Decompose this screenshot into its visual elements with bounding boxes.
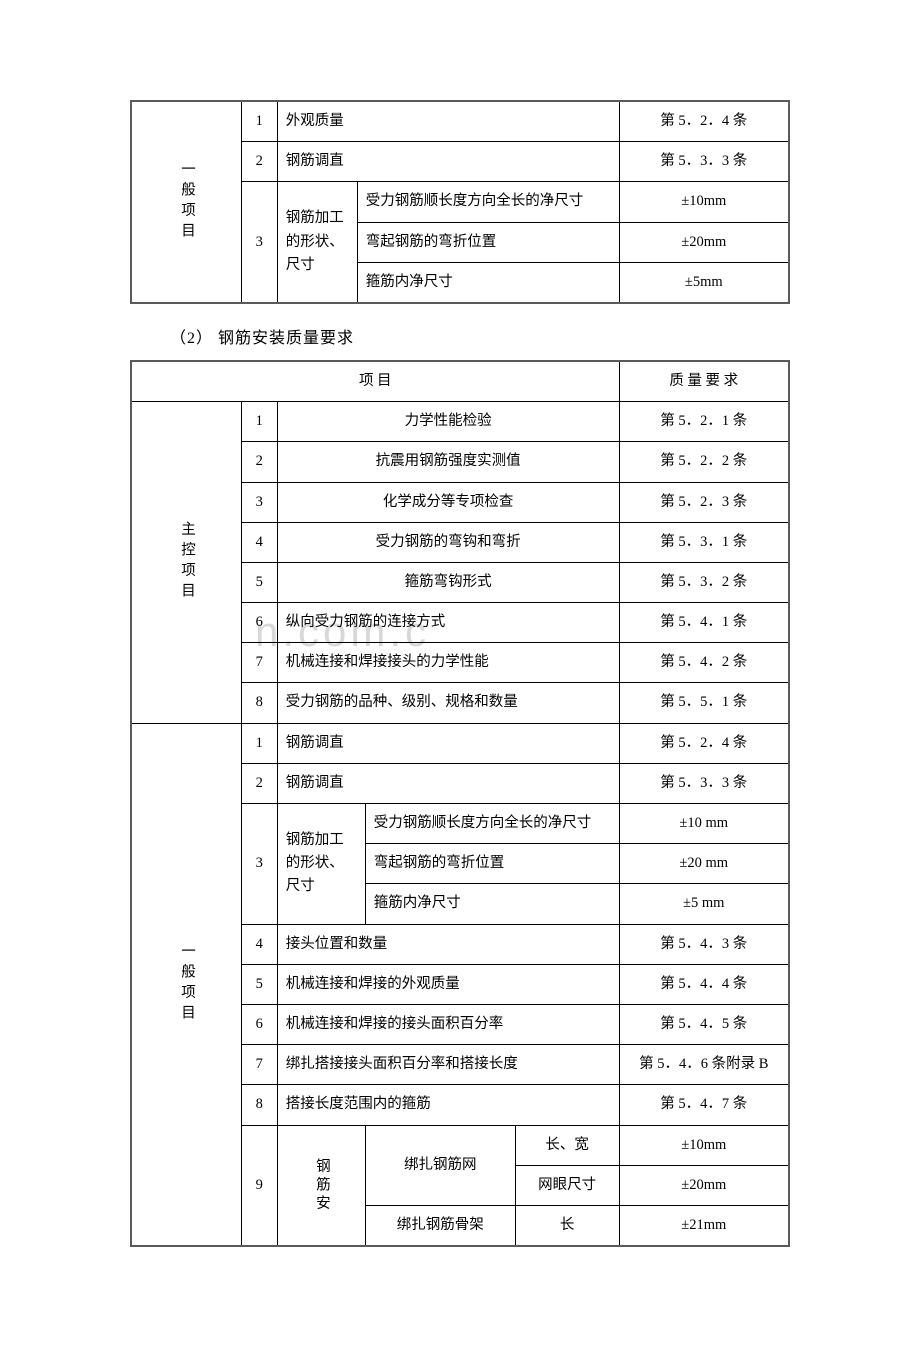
num-cell: 9 — [241, 1125, 277, 1246]
item-cell: 长 — [515, 1205, 619, 1246]
num-cell: 1 — [241, 723, 277, 763]
num-cell: 8 — [241, 1085, 277, 1125]
num-cell: 8 — [241, 683, 277, 723]
req-cell: ±20 mm — [619, 844, 789, 884]
item-cell: 力学性能检验 — [277, 402, 619, 442]
item-cell: 外观质量 — [277, 101, 619, 142]
item-cell: 机械连接和焊接的外观质量 — [277, 964, 619, 1004]
num-cell: 5 — [241, 964, 277, 1004]
table-row: 主控项目 1 力学性能检验 第 5．2．1 条 — [131, 402, 789, 442]
header-req: 质 量 要 求 — [619, 361, 789, 402]
req-cell: ±5 mm — [619, 884, 789, 924]
group-cell: 钢筋加工的形状、尺寸 — [277, 182, 357, 303]
item-cell: 钢筋调直 — [277, 142, 619, 182]
item-cell: 受力钢筋的弯钩和弯折 — [277, 522, 619, 562]
table-row: 一般项目 1 钢筋调直 第 5．2．4 条 — [131, 723, 789, 763]
item-cell: 钢筋调直 — [277, 723, 619, 763]
caption-2: （2） 钢筋安装质量要求 — [170, 324, 790, 348]
req-cell: ±20mm — [619, 1165, 789, 1205]
category-cell: 一般项目 — [131, 101, 241, 303]
num-cell: 2 — [241, 442, 277, 482]
table-2: 项 目 质 量 要 求 主控项目 1 力学性能检验 第 5．2．1 条 2 抗震… — [130, 360, 790, 1247]
num-cell: 1 — [241, 402, 277, 442]
req-cell: 第 5．4．1 条 — [619, 603, 789, 643]
req-cell: ±20mm — [619, 222, 789, 262]
req-cell: 第 5．5．1 条 — [619, 683, 789, 723]
item-cell: 受力钢筋顺长度方向全长的净尺寸 — [365, 804, 619, 844]
num-cell: 3 — [241, 482, 277, 522]
req-cell: ±10mm — [619, 182, 789, 222]
table-1: 一般项目 1 外观质量 第 5．2．4 条 2 钢筋调直 第 5．3．3 条 3… — [130, 100, 790, 304]
item-cell: 机械连接和焊接接头的力学性能 — [277, 643, 619, 683]
num-cell: 4 — [241, 522, 277, 562]
req-cell: 第 5．4．5 条 — [619, 1004, 789, 1044]
group-cell: 钢筋加工的形状、尺寸 — [277, 804, 365, 925]
table-header-row: 项 目 质 量 要 求 — [131, 361, 789, 402]
num-cell: 7 — [241, 643, 277, 683]
item-cell: 接头位置和数量 — [277, 924, 619, 964]
item-cell: 抗震用钢筋强度实测值 — [277, 442, 619, 482]
req-cell: ±10 mm — [619, 804, 789, 844]
category-general: 一般项目 — [131, 723, 241, 1246]
req-cell: ±10mm — [619, 1125, 789, 1165]
item-cell: 纵向受力钢筋的连接方式 — [277, 603, 619, 643]
table-row: 一般项目 1 外观质量 第 5．2．4 条 — [131, 101, 789, 142]
item-cell: 弯起钢筋的弯折位置 — [357, 222, 619, 262]
req-cell: 第 5．3．3 条 — [619, 142, 789, 182]
page-container: n.com.c 一般项目 1 外观质量 第 5．2．4 条 2 钢筋调直 第 5… — [130, 100, 790, 1247]
item-cell: 化学成分等专项检查 — [277, 482, 619, 522]
req-cell: ±5mm — [619, 262, 789, 303]
item-cell: 绑扎搭接接头面积百分率和搭接长度 — [277, 1045, 619, 1085]
item-cell: 搭接长度范围内的箍筋 — [277, 1085, 619, 1125]
item-cell: 受力钢筋顺长度方向全长的净尺寸 — [357, 182, 619, 222]
subgroup-cell: 绑扎钢筋骨架 — [365, 1205, 515, 1246]
num-cell: 6 — [241, 603, 277, 643]
req-cell: 第 5．2．3 条 — [619, 482, 789, 522]
item-cell: 机械连接和焊接的接头面积百分率 — [277, 1004, 619, 1044]
item-cell: 受力钢筋的品种、级别、规格和数量 — [277, 683, 619, 723]
req-cell: 第 5．2．1 条 — [619, 402, 789, 442]
req-cell: 第 5．4．4 条 — [619, 964, 789, 1004]
req-cell: 第 5．2．4 条 — [619, 101, 789, 142]
num-cell: 5 — [241, 562, 277, 602]
item-cell: 箍筋内净尺寸 — [357, 262, 619, 303]
item-cell: 钢筋调直 — [277, 763, 619, 803]
req-cell: 第 5．4．2 条 — [619, 643, 789, 683]
req-cell: 第 5．3．1 条 — [619, 522, 789, 562]
req-cell: 第 5．4．6 条附录 B — [619, 1045, 789, 1085]
req-cell: 第 5．4．3 条 — [619, 924, 789, 964]
req-cell: 第 5．3．2 条 — [619, 562, 789, 602]
item-cell: 箍筋内净尺寸 — [365, 884, 619, 924]
header-item: 项 目 — [131, 361, 619, 402]
req-cell: 第 5．3．3 条 — [619, 763, 789, 803]
num-cell: 1 — [241, 101, 277, 142]
req-cell: 第 5．2．2 条 — [619, 442, 789, 482]
item-cell: 弯起钢筋的弯折位置 — [365, 844, 619, 884]
group-cell: 钢筋安 — [277, 1125, 365, 1246]
num-cell: 3 — [241, 804, 277, 925]
num-cell: 6 — [241, 1004, 277, 1044]
item-cell: 长、宽 — [515, 1125, 619, 1165]
num-cell: 3 — [241, 182, 277, 303]
num-cell: 4 — [241, 924, 277, 964]
item-cell: 箍筋弯钩形式 — [277, 562, 619, 602]
subgroup-cell: 绑扎钢筋网 — [365, 1125, 515, 1205]
item-cell: 网眼尺寸 — [515, 1165, 619, 1205]
req-cell: 第 5．4．7 条 — [619, 1085, 789, 1125]
req-cell: ±21mm — [619, 1205, 789, 1246]
req-cell: 第 5．2．4 条 — [619, 723, 789, 763]
category-main: 主控项目 — [131, 402, 241, 724]
num-cell: 7 — [241, 1045, 277, 1085]
num-cell: 2 — [241, 142, 277, 182]
num-cell: 2 — [241, 763, 277, 803]
